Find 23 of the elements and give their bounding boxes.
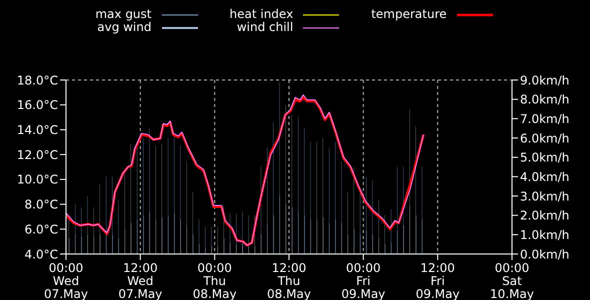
y2-tick-label: 7.0km/h	[520, 112, 570, 126]
y-tick-label: 10.0°C	[16, 172, 58, 187]
y-tick-label: 16.0°C	[16, 98, 58, 112]
legend-label: avg wind	[97, 20, 152, 34]
y2-tick-label: 8.0km/h	[520, 92, 570, 107]
y-tick-label: 4.0°C	[24, 247, 58, 262]
legend-label: temperature	[371, 7, 447, 21]
y2-tick-label: 4.0km/h	[520, 170, 570, 184]
y-tick-label: 8.0°C	[24, 198, 58, 212]
y-tick-label: 6.0°C	[24, 222, 58, 236]
legend-label: max gust	[95, 7, 152, 21]
y2-tick-label: 0.0km/h	[520, 247, 570, 262]
legend-label: heat index	[230, 7, 294, 21]
y-tick-label: 14.0°C	[16, 122, 58, 137]
y2-tick-label: 2.0km/h	[520, 208, 570, 223]
y-tick-label: 18.0°C	[16, 73, 58, 88]
y2-tick-label: 6.0km/h	[520, 131, 570, 146]
y-tick-label: 12.0°C	[16, 148, 58, 162]
y2-tick-label: 5.0km/h	[520, 150, 570, 165]
y2-tick-label: 1.0km/h	[520, 228, 570, 242]
y2-tick-label: 9.0km/h	[520, 73, 570, 88]
y2-tick-label: 3.0km/h	[520, 189, 570, 204]
legend-label: wind chill	[236, 20, 294, 34]
